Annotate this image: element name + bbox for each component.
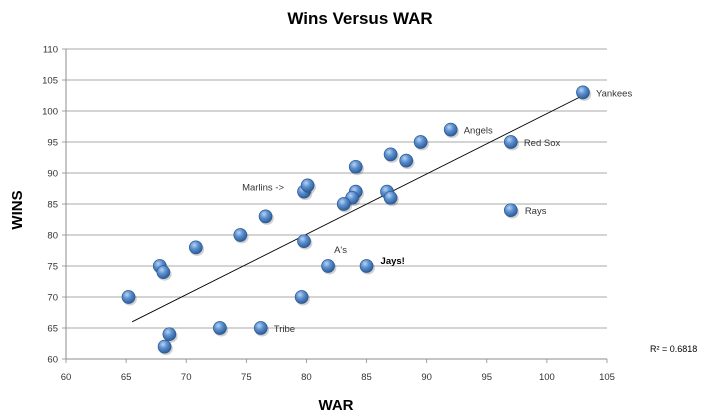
point-label: Rays <box>525 206 547 217</box>
x-tick-label: 70 <box>181 372 192 383</box>
y-tick-labels: 60 65 70 75 80 85 90 95 100 105 110 <box>42 45 58 366</box>
data-point <box>162 327 177 342</box>
x-tick-label: 65 <box>121 372 132 383</box>
x-tick-label: 85 <box>361 372 372 383</box>
data-point <box>576 85 590 100</box>
data-point <box>413 135 428 149</box>
x-tick-label: 80 <box>301 372 312 383</box>
y-tick-label: 75 <box>47 262 58 273</box>
x-tick-label: 100 <box>539 372 555 383</box>
y-tick-label: 95 <box>47 138 58 149</box>
y-tick-label: 60 <box>47 355 58 366</box>
data-point <box>258 209 273 224</box>
data-point <box>253 321 268 335</box>
data-point <box>348 159 363 174</box>
y-tick-label: 110 <box>43 45 58 56</box>
point-label: Angels <box>464 126 493 137</box>
data-point <box>121 290 136 304</box>
point-label: A's <box>334 245 347 256</box>
plot-axes <box>62 48 608 363</box>
point-label: Marlins -> <box>242 183 284 194</box>
data-point <box>443 122 458 137</box>
x-tick-label: 95 <box>481 372 492 383</box>
y-tick-label: 90 <box>47 169 58 180</box>
data-point <box>297 234 311 249</box>
data-point <box>321 259 335 273</box>
data-point <box>336 197 351 211</box>
data-point <box>188 240 203 255</box>
point-label: Tribe <box>274 324 295 335</box>
data-point <box>213 321 227 335</box>
y-tick-label: 105 <box>42 76 58 87</box>
data-point <box>359 259 374 273</box>
point-label: Yankees <box>596 88 633 99</box>
r-squared-label: R² = 0.6818 <box>650 344 697 354</box>
gridlines <box>66 48 607 329</box>
data-point <box>503 203 518 218</box>
y-tick-label: 70 <box>47 293 58 304</box>
point-label: Jays! <box>381 256 405 267</box>
point-label: Red Sox <box>524 138 561 149</box>
data-point <box>294 290 309 304</box>
data-point <box>399 153 414 168</box>
x-tick-label: 105 <box>599 372 615 383</box>
x-tick-label: 60 <box>61 372 72 383</box>
x-tick-label: 75 <box>241 372 252 383</box>
data-point <box>156 265 171 280</box>
data-point <box>233 228 248 242</box>
x-tick-labels: 60 65 70 75 80 85 90 95 100 105 <box>61 372 615 383</box>
y-tick-label: 65 <box>47 324 58 335</box>
x-axis-title: WAR <box>319 397 354 414</box>
chart-title: Wins Versus WAR <box>287 9 432 28</box>
data-point <box>300 178 315 193</box>
y-tick-label: 80 <box>47 231 58 242</box>
data-points <box>121 85 592 356</box>
data-point <box>383 190 398 205</box>
y-tick-label: 85 <box>47 200 58 211</box>
data-point <box>503 135 518 149</box>
data-point <box>157 339 172 354</box>
trendline-group <box>131 95 584 323</box>
y-axis-title: WINS <box>9 190 26 229</box>
point-labels: Yankees Angels Red Sox Rays Marlins -> A's Jay… <box>242 88 632 335</box>
y-tick-label: 100 <box>42 107 58 118</box>
data-point <box>383 147 398 162</box>
trendline <box>131 95 584 323</box>
x-tick-label: 90 <box>421 372 432 383</box>
